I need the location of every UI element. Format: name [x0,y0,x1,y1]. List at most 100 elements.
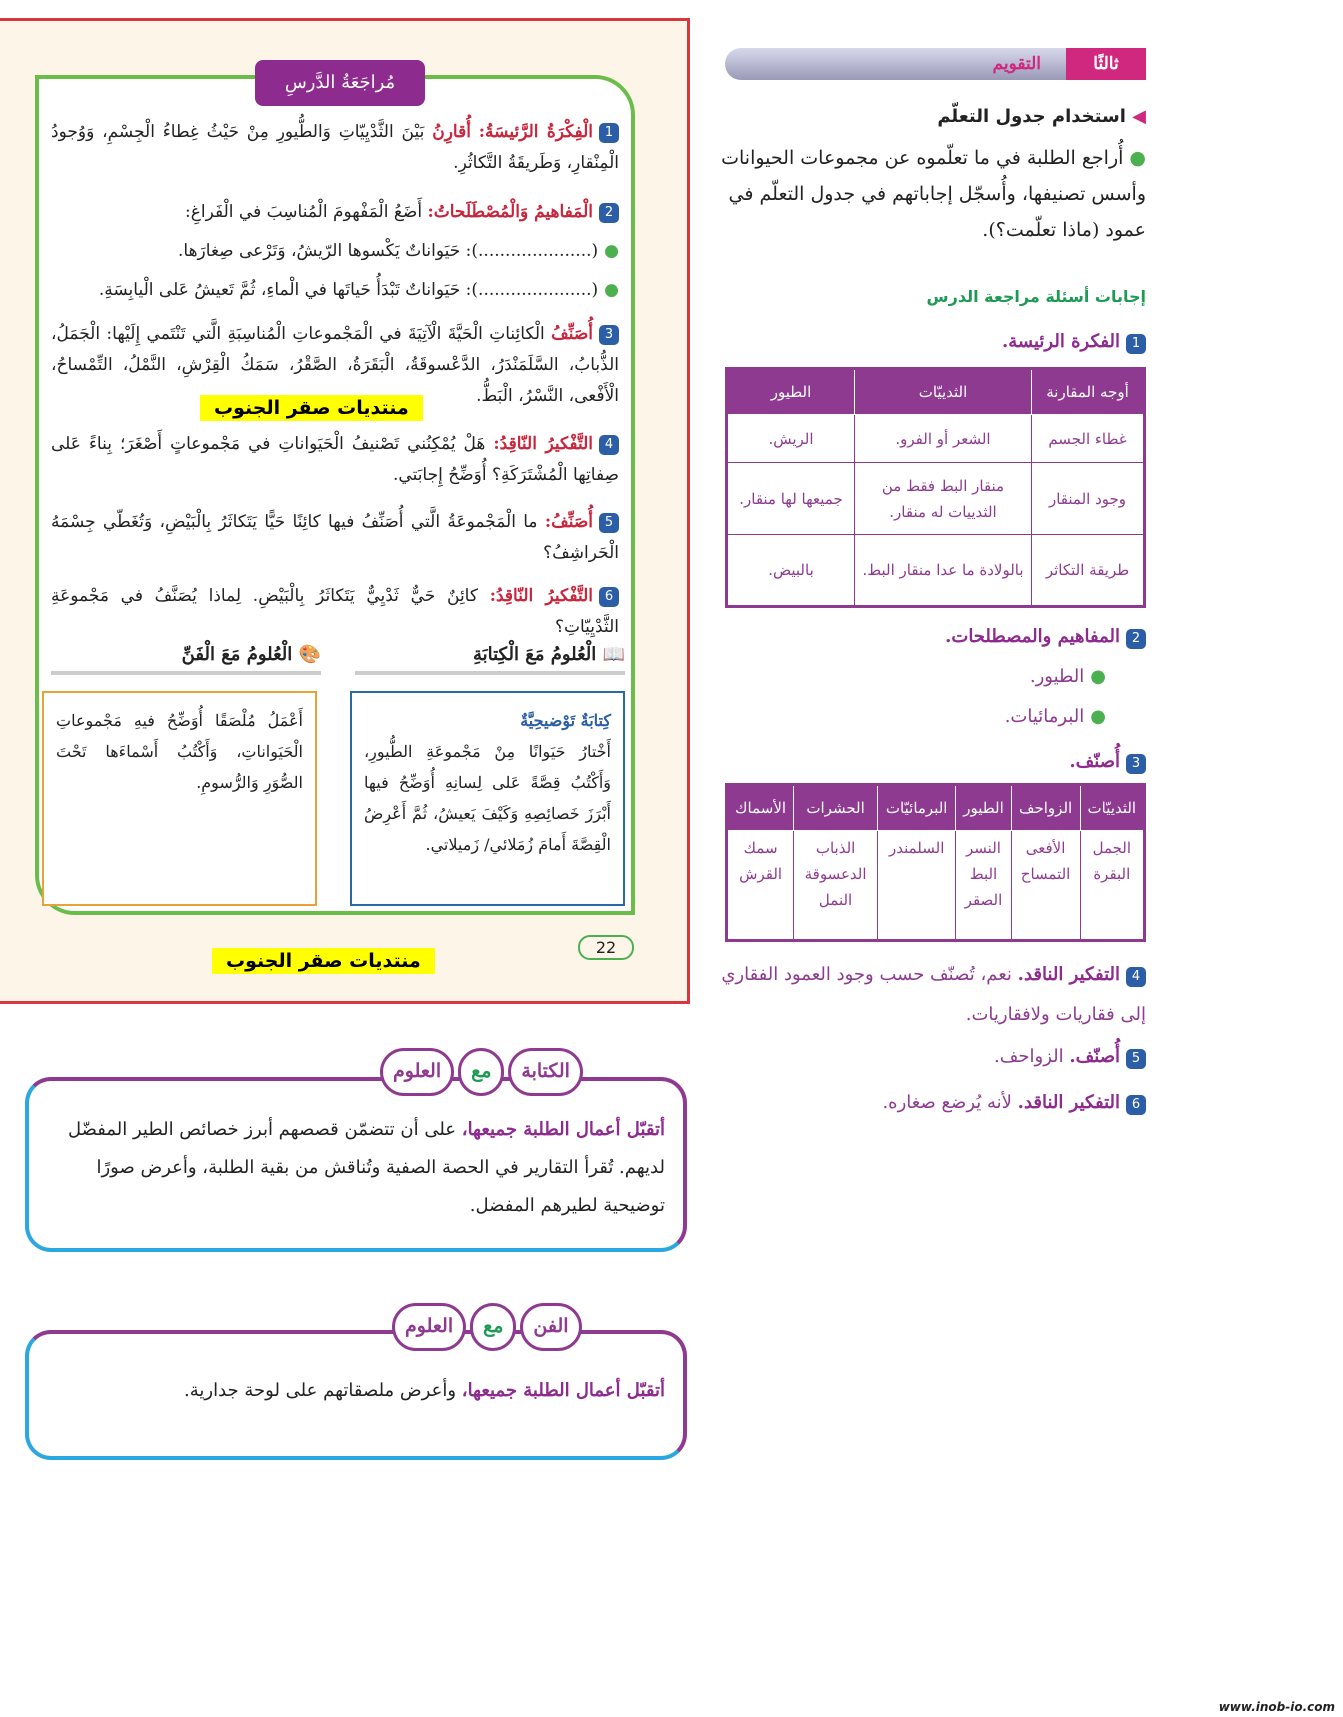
cell: الأفعى التمساح [1010,830,1081,941]
cell: الذباب الدعسوقة النمل [793,830,878,941]
number-badge: 5 [1126,1049,1146,1069]
cell-item: الجمل [1092,839,1132,857]
verb: أُقارِنُ [432,122,471,142]
pill: مع [470,1303,517,1351]
cell-item: سمك [743,839,778,857]
answer-label: أُصنّف. [1069,1046,1120,1067]
header-cell: الطيور [726,368,855,415]
writing-pills: الكتابة مع العلوم [380,1048,583,1096]
art-pills: الفن مع العلوم [392,1303,582,1351]
cell-item: النمل [818,891,853,909]
number-badge: 2 [1126,629,1146,649]
cell: جميعها لها منقار. [726,462,855,535]
text: كائِنٌ حَيٌّ ثَدْيِيٌّ يَتَكاثَرُ بِالْب… [51,586,619,637]
answer-text: نعم، تُصنّف حسب وجود العمود الفقاري إلى … [721,964,1146,1025]
number-badge: 6 [1126,1095,1146,1115]
bullet-icon: ● [604,241,619,261]
question-2: 2 الْمَفاهيمُ وَالْمُصْطَلَحاتُ: أَضَعُ ا… [51,197,619,306]
pill: العلوم [380,1048,455,1096]
cell: غطاء الجسم [1031,414,1145,463]
answer-label: المفاهيم والمصطلحات. [945,626,1120,647]
question-4: 4 التَّفْكيرُ النّاقِدُ: هَلْ يُمْكِنُني … [51,429,619,491]
writing-icon: 📖 [602,644,625,665]
question-1: 1الْفِكْرَةُ الرَّئيسَةُ: أُقارِنُ بَيْن… [51,117,620,179]
cell-item: الصقر [964,891,1003,909]
cell-item: الأفعى [1025,839,1066,857]
science-art-answer-box: أتقبّل أعمال الطلبة جميعها، وأعرض ملصقات… [25,1330,687,1460]
lead-text: أتقبّل أعمال الطلبة جميعها، [461,1119,665,1140]
cell-item: التمساح [1020,865,1071,883]
pill: مع [458,1048,505,1096]
answer-label: التفكير الناقد. [1017,1092,1120,1113]
label: أُصَنِّفُ: [544,512,593,532]
answer-label: أُصنّف. [1069,751,1120,772]
label: أُصَنِّفُ [551,324,593,344]
heading-text: الْعُلومُ مَعَ الْكِتابَةِ [472,644,597,665]
question-3: 3 أُصَنِّفُ الْكائِناتِ الْحَيَّةَ الْآتِ… [51,319,619,412]
cell: منقار البط فقط من الثدييات له منقار. [854,462,1032,535]
header-cell: أوجه المقارنة [1031,368,1145,415]
answer-2-item: ●البرمائيات. [720,700,1106,733]
text: ما الْمَجْموعَةُ الَّتي أُصَنِّفُ فيها ك… [51,512,619,563]
cell: الجمل البقرة [1079,830,1146,941]
heading-text: الْعُلومُ مَعَ الْفَنِّ [181,644,293,665]
label: الْفِكْرَةُ الرَّئيسَةُ: [478,122,594,142]
number-badge: 5 [599,512,619,533]
footer-url: www.inob-io.com [1218,1700,1335,1714]
number-badge: 4 [1126,967,1146,987]
cell: وجود المنقار [1031,462,1145,535]
section-number: ثالثًا [1066,48,1146,80]
paragraph-text: أُراجع الطلبة في ما تعلّموه عن مجموعات ا… [721,147,1146,241]
section-header-bar: ثالثًا التقويم [725,48,1146,80]
number-badge: 6 [599,586,619,607]
answer-4: 4 التفكير الناقد. نعم، تُصنّف حسب وجود ال… [720,955,1146,1035]
bullet-icon: ● [604,280,619,300]
cell: بالولادة ما عدا منقار البط. [854,534,1032,607]
answer-label: الفكرة الرئيسة. [1002,331,1120,352]
text: هَلْ يُمْكِنُني تَصْنيفُ الْحَيَواناتِ ف… [51,434,619,485]
lead-text: أتقبّل أعمال الطلبة جميعها، [461,1380,665,1401]
text: أَضَعُ الْمَفْهومَ الْمُناسِبَ في الْفَر… [185,202,423,222]
cell: سمك القرش [725,830,795,941]
number-badge: 3 [599,324,619,345]
watermark: منتديات صقر الجنوب [212,948,435,974]
blank-item: ●(.....................): حَيَواناتٌ تَب… [51,275,619,306]
pill: الكتابة [508,1048,583,1096]
cell-item: الدعسوقة [804,865,867,883]
number-badge: 4 [599,434,619,455]
cell: السلمندر [876,830,957,941]
pill: العلوم [392,1303,467,1351]
cell-item: النسر [966,839,1001,857]
watermark: منتديات صقر الجنوب [200,395,423,421]
page-number: 22 [578,935,634,960]
arrow-icon: ◀ [1132,106,1146,127]
answer-text: لأنه يُرضع صغاره. [882,1092,1012,1113]
lesson-review-box: 1الْفِكْرَةُ الرَّئيسَةُ: أُقارِنُ بَيْن… [35,75,635,915]
answer-1: 1 الفكرة الرئيسة. [720,325,1146,358]
cell-item: البط [969,865,998,883]
pill: الفن [520,1303,582,1351]
answers-heading: إجابات أسئلة مراجعة الدرس [926,287,1146,306]
comparison-table: أوجه المقارنة الثدييّات الطيور غطاء الجسم ا… [725,367,1146,608]
section-title: التقويم [992,54,1041,74]
bullet-icon: ● [1090,666,1106,687]
blank-item: ●(.....................): حَيَواناتٌ يَك… [51,236,619,267]
classification-table: الثدييّات الزواحف الطيور البرمائيّات الحشرات… [725,783,1146,942]
number-badge: 2 [599,202,619,223]
answer-text: الزواحف. [994,1046,1064,1067]
answer-2: 2 المفاهيم والمصطلحات. [720,620,1146,653]
text: بَيْنَ الثَّدْيِيّاتِ وَالطُّيورِ مِنْ ح… [51,122,619,173]
header-cell: الطيور [955,784,1012,831]
cell: النسر البط الصقر [955,830,1012,941]
item-text: البرمائيات. [1004,706,1085,727]
item-text: (.....................): حَيَواناتٌ يَكْ… [178,241,599,261]
science-writing-heading: 📖 الْعُلومُ مَعَ الْكِتابَةِ [355,644,625,675]
cell: طريقة التكاثر [1031,534,1145,607]
palette-icon: 🎨 [298,644,321,665]
question-6: 6 التَّفْكيرُ النّاقِدُ: كائِنٌ حَيٌّ ثَد… [51,581,619,643]
cell: الريش. [726,414,855,463]
header-cell: البرمائيّات [876,784,957,831]
writing-box: كِتابَةٌ تَوْضيحِيَّةٌ أَخْتارُ حَيَوانً… [350,691,625,906]
science-art-heading: 🎨 الْعُلومُ مَعَ الْفَنِّ [51,644,321,675]
item-text: الطيور. [1029,666,1085,687]
